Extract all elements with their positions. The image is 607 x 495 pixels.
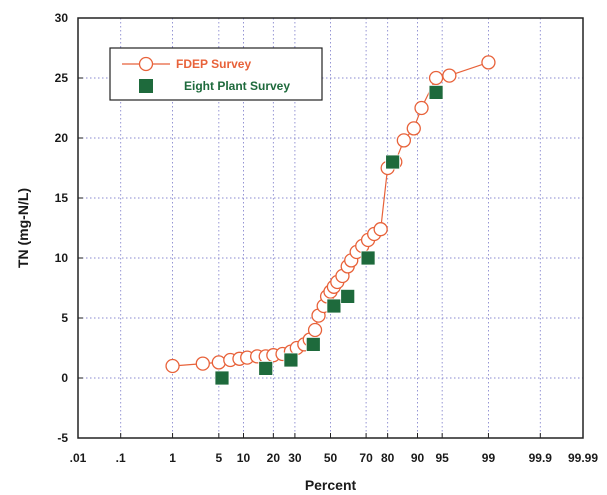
y-tick-label: 0 [61,371,68,385]
y-tick-label: 25 [55,71,69,85]
x-tick-label: 70 [359,451,373,465]
x-tick-label: 10 [237,451,251,465]
legend-marker [138,56,154,72]
data-point [340,288,356,304]
x-tick-label: 50 [324,451,338,465]
x-tick-label: 5 [215,451,222,465]
data-point [305,336,321,352]
data-series [165,55,496,386]
x-tick-label: .1 [116,451,126,465]
x-tick-label: .01 [70,451,87,465]
legend-swatch-fdep [122,56,170,72]
data-point [428,70,444,86]
data-point [360,250,376,266]
y-tick-label: 20 [55,131,69,145]
x-tick-label: 99.99 [568,451,598,465]
series-fdep [165,55,496,374]
data-point [283,352,299,368]
x-tick-label: 99 [482,451,496,465]
data-point [258,360,274,376]
x-tick-label: 99.9 [529,451,553,465]
y-axis-title: TN (mg-N/L) [15,188,31,268]
x-tick-label: 80 [381,451,395,465]
legend-marker [139,79,153,93]
y-tick-labels: -5 0 5 10 15 20 25 30 [55,11,83,445]
x-tick-label: 1 [169,451,176,465]
data-point [165,358,180,374]
data-point [414,100,429,116]
y-tick-label: 10 [55,251,69,265]
x-tick-label: 90 [411,451,425,465]
x-axis-title: Percent [305,477,357,493]
data-point [406,121,421,136]
data-point [326,298,342,314]
legend-label-fdep: FDEP Survey [176,57,251,71]
data-point [442,68,457,83]
data-point [214,370,230,386]
data-point [396,133,411,148]
data-point [481,55,496,70]
legend-label-eight-plant: Eight Plant Survey [184,79,290,93]
data-point [307,322,323,338]
y-tick-label: 15 [55,191,69,205]
y-tick-label: -5 [57,431,68,445]
data-point [428,85,444,100]
x-tick-label: 20 [267,451,281,465]
series-eight-plant [214,85,444,386]
data-point [385,154,401,170]
x-tick-labels: .01 .1 1 5 10 20 30 50 70 80 90 95 99 99.9 99.99 [70,433,598,465]
data-point [195,356,210,371]
data-point [211,355,226,370]
x-tick-label: 30 [288,451,302,465]
legend: FDEP Survey Eight Plant Survey [109,47,323,101]
legend-swatch-eight-plant [139,79,153,93]
x-tick-label: 95 [435,451,449,465]
y-tick-label: 30 [55,11,69,25]
data-point [373,222,388,237]
y-tick-label: 5 [61,311,68,325]
